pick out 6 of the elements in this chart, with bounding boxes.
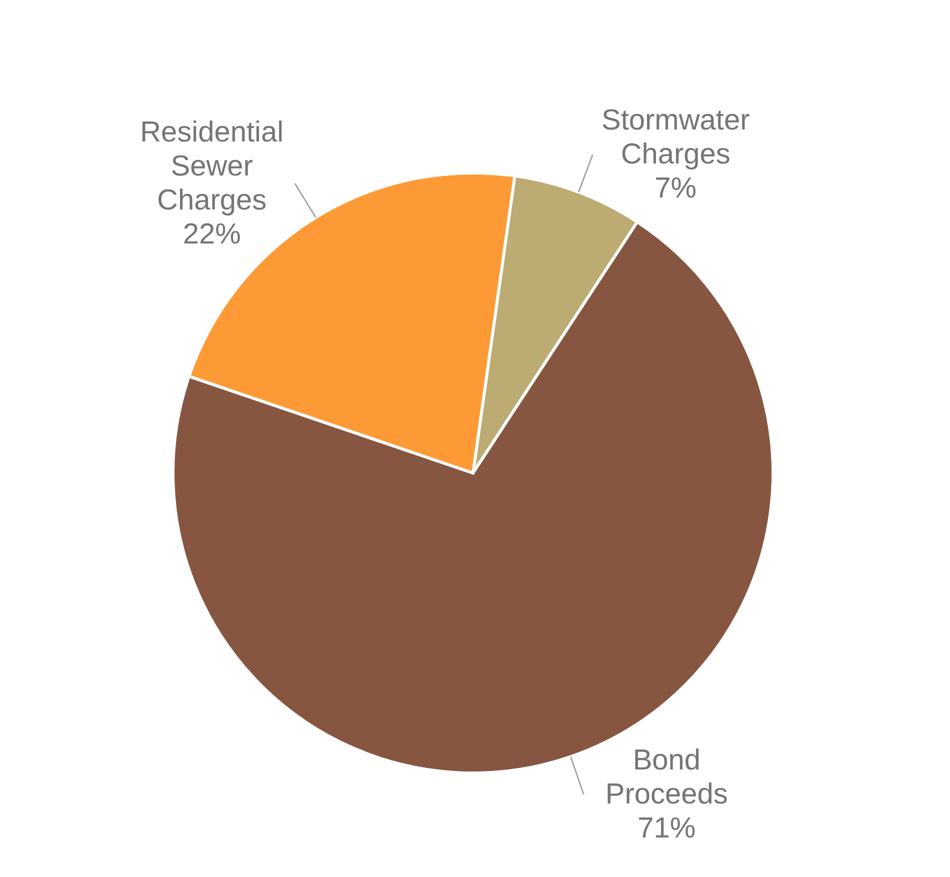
slice-label: Bond Proceeds bbox=[605, 744, 728, 810]
data-label: 22% bbox=[182, 218, 241, 250]
slice-label: Residential Sewer Charges bbox=[140, 116, 284, 216]
slice-label: Stormwater Charges bbox=[601, 104, 750, 171]
data-label: 71% bbox=[638, 812, 696, 844]
data-label: 7% bbox=[654, 172, 697, 205]
